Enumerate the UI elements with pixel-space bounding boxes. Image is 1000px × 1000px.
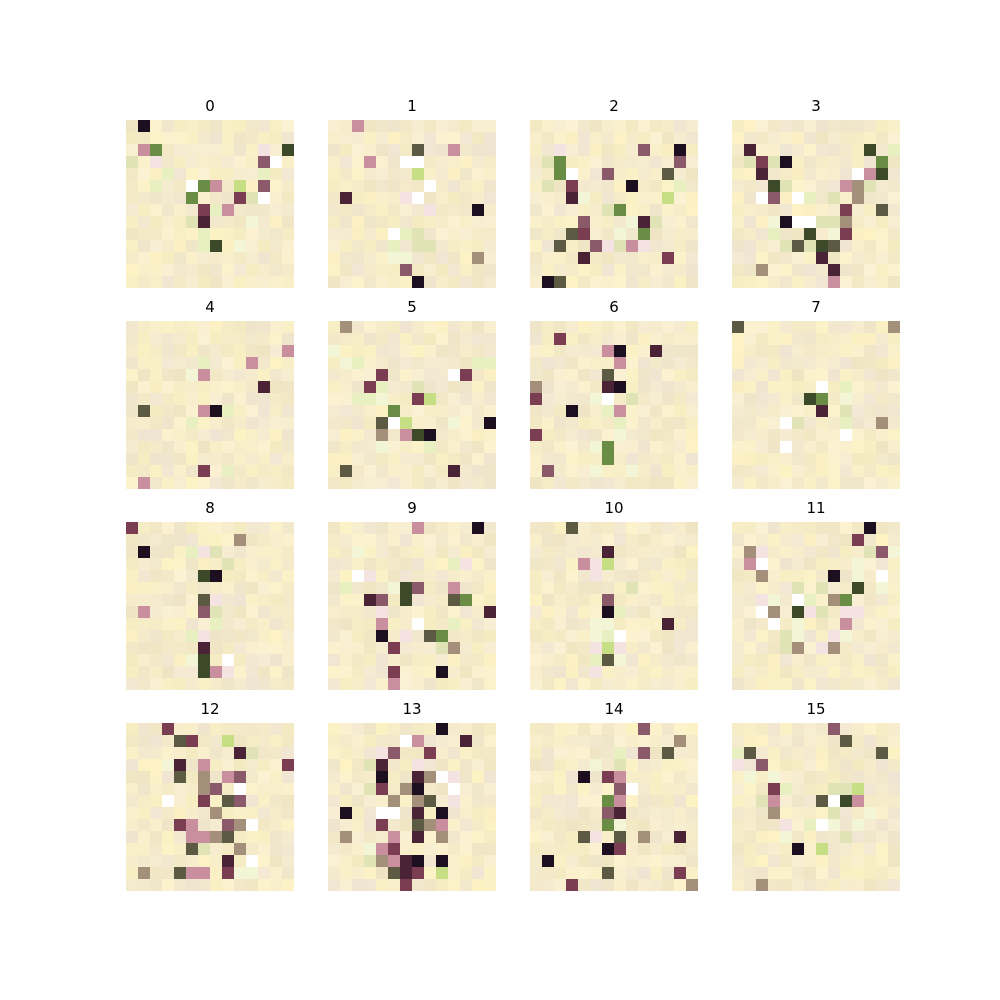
panel-title: 14 <box>604 700 624 718</box>
pixel-image <box>732 522 900 690</box>
pixel-image <box>328 321 496 489</box>
image-panel-0: 0 <box>126 97 294 288</box>
pixel-image <box>732 723 900 891</box>
pixel-image <box>530 321 698 489</box>
image-panel-5: 5 <box>328 298 496 489</box>
pixel-image <box>126 522 294 690</box>
image-panel-1: 1 <box>328 97 496 288</box>
pixel-image <box>732 321 900 489</box>
panel-title: 1 <box>407 97 417 115</box>
image-panel-12: 12 <box>126 700 294 891</box>
panel-title: 8 <box>205 499 215 517</box>
image-panel-10: 10 <box>530 499 698 690</box>
panel-title: 7 <box>811 298 821 316</box>
image-panel-3: 3 <box>732 97 900 288</box>
panel-title: 6 <box>609 298 619 316</box>
panel-title: 12 <box>200 700 220 718</box>
panel-title: 4 <box>205 298 215 316</box>
image-panel-8: 8 <box>126 499 294 690</box>
pixel-image <box>328 120 496 288</box>
pixel-image <box>732 120 900 288</box>
pixel-image <box>126 723 294 891</box>
image-panel-9: 9 <box>328 499 496 690</box>
pixel-image <box>530 723 698 891</box>
panel-title: 11 <box>806 499 826 517</box>
image-panel-6: 6 <box>530 298 698 489</box>
image-panel-4: 4 <box>126 298 294 489</box>
pixel-image <box>530 522 698 690</box>
panel-title: 2 <box>609 97 619 115</box>
pixel-image <box>328 723 496 891</box>
image-panel-7: 7 <box>732 298 900 489</box>
panel-title: 9 <box>407 499 417 517</box>
pixel-image <box>328 522 496 690</box>
pixel-image <box>126 120 294 288</box>
pixel-image <box>126 321 294 489</box>
panel-title: 13 <box>402 700 422 718</box>
panel-title: 15 <box>806 700 826 718</box>
panel-title: 5 <box>407 298 417 316</box>
image-panel-13: 13 <box>328 700 496 891</box>
panel-title: 10 <box>604 499 624 517</box>
image-panel-2: 2 <box>530 97 698 288</box>
image-panel-11: 11 <box>732 499 900 690</box>
image-panel-14: 14 <box>530 700 698 891</box>
panel-title: 3 <box>811 97 821 115</box>
panel-title: 0 <box>205 97 215 115</box>
image-panel-15: 15 <box>732 700 900 891</box>
pixel-image <box>530 120 698 288</box>
